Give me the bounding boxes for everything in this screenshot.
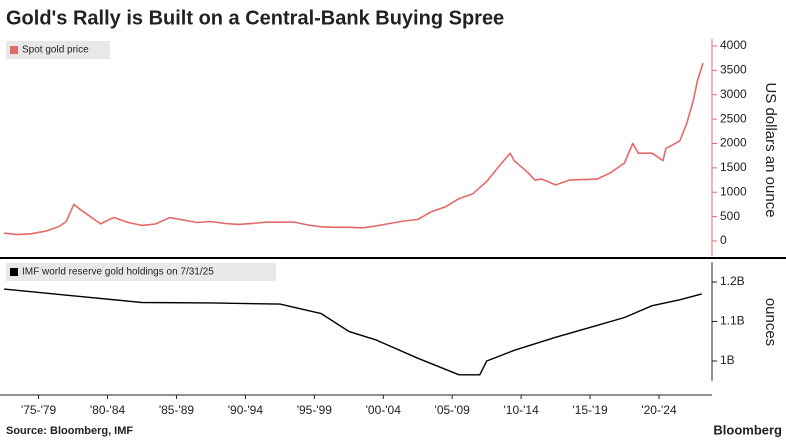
y-tick-label: 1.1B [720, 314, 745, 328]
x-tick-label: '85-'89 [159, 403, 195, 417]
y-tick-label: 1000 [720, 184, 747, 198]
x-tick-label: '95-'99 [297, 403, 333, 417]
legend-swatch [10, 268, 18, 276]
x-tick-label: '10-'14 [503, 403, 539, 417]
legend-label: Spot gold price [22, 45, 89, 56]
x-tick-label: '90-'94 [228, 403, 264, 417]
x-tick-label: '00-'04 [366, 403, 402, 417]
source: Source: Bloomberg, IMF [6, 425, 133, 437]
legend-box [6, 263, 276, 281]
y-tick-label: 2500 [720, 111, 747, 125]
y-tick-label: 500 [720, 209, 740, 223]
logo: Bloomberg [713, 422, 782, 437]
x-tick-label: '20-'24 [641, 403, 677, 417]
y-tick-label: 1500 [720, 160, 747, 174]
legend-label: IMF world reserve gold holdings on 7/31/… [22, 267, 214, 278]
x-tick-label: '75-'79 [21, 403, 57, 417]
x-tick-label: '80-'84 [90, 403, 126, 417]
x-tick-label: '05-'09 [435, 403, 471, 417]
data-line [4, 62, 704, 236]
y-tick-label: 4000 [720, 38, 747, 52]
y-tick-label: 3500 [720, 63, 747, 77]
y-tick-label: 1B [720, 353, 735, 367]
y-tick-label: 1.2B [720, 274, 745, 288]
y-tick-label: 3000 [720, 87, 747, 101]
y-axis-label: ounces [762, 298, 779, 346]
legend-box [6, 41, 110, 59]
y-axis-label: US dollars an ounce [762, 82, 779, 217]
y-tick-label: 0 [720, 233, 727, 247]
y-tick-label: 2000 [720, 136, 747, 150]
x-tick-label: '15-'19 [572, 403, 608, 417]
chart-title: Gold's Rally is Built on a Central-Bank … [6, 7, 504, 29]
data-line [4, 288, 702, 376]
legend-swatch [10, 46, 18, 54]
